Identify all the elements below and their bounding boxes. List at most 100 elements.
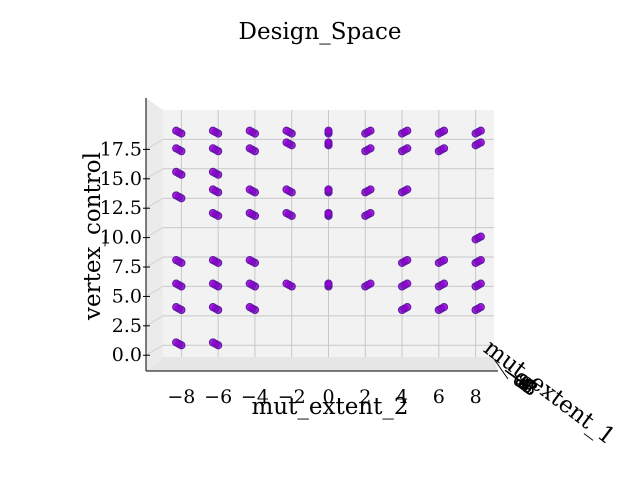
data-point [397, 279, 412, 291]
y-tick-label: 7.5 [112, 256, 142, 278]
x-tick-label: 2 [359, 386, 371, 408]
x-tick-label: −8 [167, 386, 195, 408]
data-point [172, 167, 186, 179]
data-point [208, 208, 223, 220]
side-grid-line [145, 138, 164, 150]
data-point [245, 126, 260, 138]
data-point [397, 144, 412, 156]
data-point [245, 144, 260, 156]
data-point [172, 279, 186, 291]
data-point [324, 279, 333, 291]
data-point-marker [476, 256, 485, 265]
data-point [324, 138, 333, 150]
data-point-marker [245, 144, 254, 153]
data-point-marker [282, 126, 291, 135]
data-point [397, 126, 412, 138]
data-point [282, 279, 296, 291]
x-tick-label: 8 [470, 386, 482, 408]
data-point-marker [476, 279, 485, 288]
data-point [471, 279, 485, 291]
data-point-marker [245, 256, 254, 265]
data-point-marker [476, 303, 485, 312]
data-point [361, 208, 375, 220]
data-point [208, 338, 223, 350]
data-point [361, 144, 375, 156]
data-point-marker [324, 138, 333, 147]
data-point-marker [172, 338, 181, 347]
data-point-marker [172, 144, 181, 153]
x-tick-label: −2 [278, 386, 306, 408]
data-point-marker [208, 126, 218, 135]
data-point [324, 185, 333, 197]
x-tick-label: 6 [433, 386, 445, 408]
data-point-marker [245, 279, 254, 288]
y-tick-label: 10.0 [100, 227, 142, 249]
data-point [282, 208, 296, 220]
data-point-marker [172, 256, 181, 265]
data-point-marker [476, 126, 485, 135]
data-point [208, 167, 223, 179]
data-point-marker [324, 185, 333, 194]
data-point [208, 126, 223, 138]
data-point-marker [403, 126, 412, 135]
data-point [208, 144, 223, 156]
data-point-marker [439, 126, 449, 135]
data-point [172, 338, 186, 350]
data-point-marker [208, 279, 218, 288]
side-grid-line [145, 197, 164, 209]
data-point [172, 144, 186, 156]
side-grid-line [145, 256, 164, 268]
y-tick-label: 12.5 [100, 197, 142, 219]
data-point [172, 191, 186, 203]
data-point-marker [439, 279, 449, 288]
y-tick-label: 0.0 [112, 344, 142, 366]
data-point [471, 232, 485, 244]
data-point-marker [439, 303, 449, 312]
data-point-marker [476, 232, 485, 241]
data-point-marker [366, 126, 375, 135]
data-point [471, 138, 485, 150]
data-point-marker [324, 279, 333, 288]
data-point [471, 303, 485, 315]
data-point-marker [403, 303, 412, 312]
data-point [361, 185, 375, 197]
data-point [172, 126, 186, 138]
data-point [434, 279, 449, 291]
data-point [324, 208, 333, 220]
data-point-marker [439, 256, 449, 265]
floor-pane [146, 357, 498, 371]
x-tick-label: 0 [322, 386, 334, 408]
side-grid-line [145, 285, 164, 297]
x-tick-label: −6 [204, 386, 232, 408]
data-point [245, 208, 260, 220]
data-point [471, 126, 485, 138]
data-point-marker [172, 191, 181, 200]
z-axis-line [493, 358, 509, 380]
data-point [245, 256, 260, 268]
data-point-marker [208, 185, 218, 194]
data-point-marker [282, 279, 291, 288]
data-points [172, 126, 485, 350]
data-point [397, 256, 412, 268]
data-point-marker [208, 167, 218, 176]
data-point-marker [282, 185, 291, 194]
data-point [434, 144, 449, 156]
y-tick-label: 17.5 [100, 138, 142, 160]
x-tick-labels: −8 −6 −4 −2 0 2 4 6 8 [167, 386, 481, 408]
data-point-marker [403, 144, 412, 153]
data-point [245, 279, 260, 291]
z-axis-label: mut_extent_1 [479, 335, 620, 450]
data-point-marker [439, 144, 449, 153]
x-axis-label: mut_extent_2 [252, 394, 409, 420]
data-point [245, 185, 260, 197]
data-point [245, 303, 260, 315]
data-point-marker [476, 138, 485, 147]
data-point [434, 303, 449, 315]
y-tick-label: 5.0 [112, 285, 142, 307]
data-point-marker [366, 279, 375, 288]
chart-title: Design_Space [239, 19, 402, 45]
side-grid-line [145, 344, 164, 356]
data-point [361, 279, 375, 291]
data-point [434, 256, 449, 268]
